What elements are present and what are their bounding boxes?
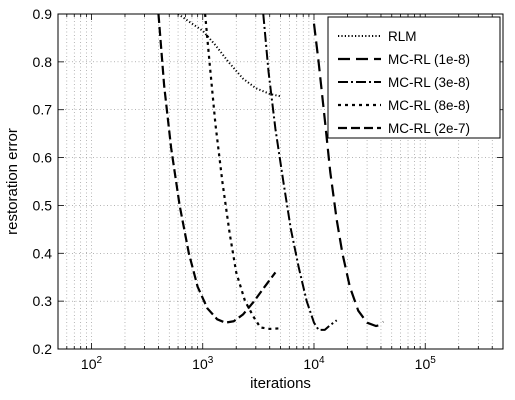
series-line bbox=[177, 14, 281, 98]
tick-labels: 0.2 0.3 0.4 0.5 0.6 0.7 0.8 0.9 102 103 104 105 bbox=[33, 6, 437, 372]
y-tick-label: 0.3 bbox=[33, 293, 53, 309]
y-tick-label: 0.5 bbox=[33, 197, 53, 213]
series-line bbox=[262, 14, 338, 331]
plot-frame bbox=[57, 13, 504, 350]
x-tick-label: 105 bbox=[415, 355, 437, 372]
series-line bbox=[312, 23, 385, 328]
x-tick-label: 103 bbox=[192, 355, 214, 372]
y-tick-label: 0.4 bbox=[33, 245, 53, 261]
series-line bbox=[157, 14, 277, 324]
legend-label: MC-RL (2e-7) bbox=[388, 121, 470, 136]
series-line bbox=[204, 14, 279, 330]
legend-label: RLM bbox=[388, 29, 417, 44]
legend-label: MC-RL (8e-8) bbox=[388, 98, 470, 113]
x-tick-label: 104 bbox=[303, 355, 325, 372]
y-tick-label: 0.2 bbox=[33, 341, 53, 357]
legend: RLM MC-RL (1e-8) MC-RL (3e-8) MC-RL (8e-8) M… bbox=[327, 16, 501, 139]
y-tick-label: 0.6 bbox=[33, 150, 53, 166]
legend-box bbox=[327, 16, 501, 139]
y-tick-label: 0.8 bbox=[33, 54, 53, 70]
x-tick-label: 102 bbox=[81, 355, 103, 372]
y-axis-label: restoration error bbox=[4, 128, 21, 235]
y-tick-label: 0.9 bbox=[33, 6, 53, 22]
legend-label: MC-RL (3e-8) bbox=[388, 75, 470, 90]
series-layer bbox=[157, 14, 385, 331]
legend-label: MC-RL (1e-8) bbox=[388, 52, 470, 67]
y-tick-label: 0.7 bbox=[33, 102, 53, 118]
x-axis-label: iterations bbox=[250, 375, 311, 392]
